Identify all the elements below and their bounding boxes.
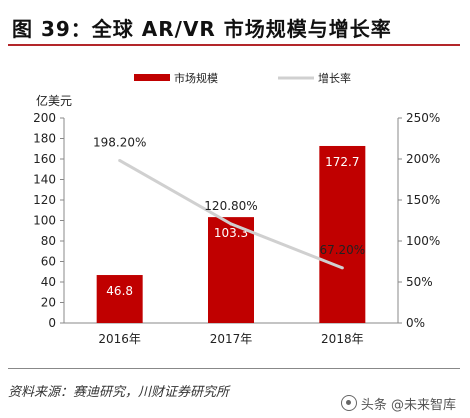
y-left-tick-label: 180: [33, 132, 56, 146]
y-left-unit-label: 亿美元: [36, 93, 72, 108]
legend-label-bar: 市场规模: [174, 71, 218, 85]
title-bar: 图 39：全球 AR/VR 市场规模与增长率: [8, 8, 460, 46]
x-tick-label: 2018年: [321, 332, 364, 346]
y-right-tick-label: 50%: [406, 275, 433, 289]
x-tick-label: 2016年: [98, 332, 141, 346]
growth-value-label: 67.20%: [319, 243, 365, 257]
bar: [319, 145, 366, 323]
watermark-logo-icon: [340, 395, 357, 411]
y-left-tick-label: 0: [48, 316, 56, 330]
y-right-tick-label: 0%: [406, 316, 425, 330]
y-right-tick-label: 100%: [406, 234, 440, 248]
bar-value-label: 172.7: [325, 155, 359, 169]
y-left-tick-label: 80: [41, 234, 56, 248]
y-left-tick-label: 120: [33, 193, 56, 207]
y-left-tick-label: 40: [41, 275, 56, 289]
y-left-tick-label: 140: [33, 173, 56, 187]
chart-area: 市场规模 增长率亿美元 0 20 40 60 80 100 120 140 160 180 200 0% 5…: [0, 52, 470, 362]
y-left-tick-label: 20: [41, 296, 56, 310]
y-right-tick-label: 200%: [406, 152, 440, 166]
growth-point: [118, 158, 122, 162]
y-left-tick-label: 60: [41, 255, 56, 269]
y-right-tick-label: 150%: [406, 193, 440, 207]
x-tick-label: 2017年: [210, 332, 253, 346]
y-left-tick-label: 100: [33, 214, 56, 228]
bar: [208, 217, 254, 323]
y-left-tick-label: 160: [33, 152, 56, 166]
legend-swatch-bar: [134, 74, 170, 81]
growth-value-label: 198.20%: [93, 135, 146, 149]
chart-title: 图 39：全球 AR/VR 市场规模与增长率: [12, 17, 392, 41]
growth-point: [340, 266, 344, 270]
bar-value-label: 103.3: [214, 226, 248, 240]
watermark-text: 头条 @未来智库: [360, 397, 456, 413]
watermark: 头条 @未来智库: [340, 392, 456, 414]
bar: [96, 275, 143, 323]
y-right-tick-label: 250%: [406, 111, 440, 125]
legend-label-line: 增长率: [318, 71, 351, 85]
y-left-tick-label: 200: [33, 111, 56, 125]
growth-point: [229, 222, 233, 226]
growth-value-label: 120.80%: [204, 199, 257, 213]
bar-value-label: 46.8: [106, 284, 133, 298]
source-note: 资料来源：赛迪研究，川财证券研究所: [8, 368, 460, 407]
